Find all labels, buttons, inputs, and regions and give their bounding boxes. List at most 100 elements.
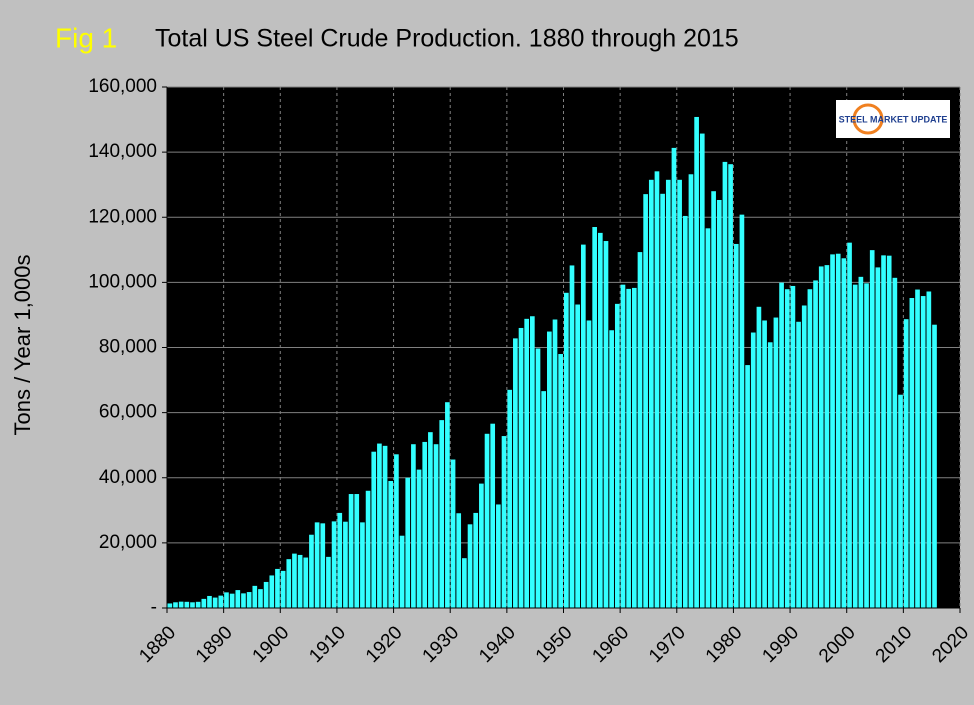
bar (246, 592, 252, 608)
bar (473, 512, 479, 608)
bar (269, 575, 275, 608)
bar (609, 330, 614, 608)
bar (847, 242, 852, 608)
bar (348, 494, 354, 608)
bar (841, 258, 847, 608)
bar (688, 174, 694, 608)
bar (433, 444, 439, 608)
bar (507, 389, 513, 608)
bar (394, 454, 399, 608)
bar (932, 324, 937, 608)
bar (813, 280, 818, 608)
bar (241, 593, 246, 608)
bar (513, 338, 518, 608)
bar (586, 320, 592, 608)
bar (903, 319, 909, 608)
logo-text: STEEL MARKET UPDATE (839, 114, 948, 124)
bar (467, 524, 473, 608)
bar (326, 556, 331, 608)
bar (314, 522, 320, 608)
bar (597, 232, 603, 608)
bar (456, 513, 462, 608)
bar (411, 444, 416, 608)
y-tick-label: 100,000 (88, 271, 157, 292)
bar (224, 592, 229, 608)
bar (229, 593, 235, 608)
bar (484, 433, 490, 608)
bar (558, 354, 563, 608)
bar (331, 521, 337, 608)
bar (614, 303, 620, 608)
bar (677, 179, 682, 608)
bar (665, 179, 671, 608)
bar (920, 296, 926, 608)
bar (750, 332, 756, 608)
bar (320, 523, 326, 608)
bar (654, 171, 660, 609)
bar (371, 451, 377, 608)
bar (671, 147, 677, 608)
bar (541, 391, 547, 608)
bar (501, 436, 507, 608)
bar (212, 597, 218, 608)
bar (830, 254, 835, 608)
bar (360, 522, 365, 608)
bar (796, 321, 801, 608)
bar (252, 585, 258, 608)
bar (909, 298, 915, 608)
bar (869, 250, 875, 608)
bar (699, 133, 705, 608)
bar (682, 215, 688, 608)
bar (518, 327, 524, 608)
bar (190, 602, 195, 608)
bar (711, 191, 716, 608)
bar (762, 320, 767, 608)
bar (626, 288, 631, 608)
bar (648, 179, 654, 608)
y-tick-label: 140,000 (88, 141, 157, 162)
y-tick-label: 120,000 (88, 206, 157, 227)
logo-swoosh (852, 103, 884, 135)
bar (258, 589, 263, 608)
bar (631, 287, 637, 608)
bar (580, 244, 586, 609)
bar (263, 581, 269, 608)
bar (818, 266, 824, 608)
bar (660, 193, 665, 608)
bar (705, 228, 711, 609)
chart-title: Total US Steel Crude Production. 1880 th… (155, 25, 739, 53)
bar (779, 282, 784, 608)
bar (422, 441, 428, 608)
bar (354, 494, 360, 608)
bar (773, 317, 779, 608)
bar (552, 319, 558, 608)
bar (530, 316, 535, 608)
bar (365, 490, 371, 608)
bar (167, 603, 173, 608)
bar (439, 420, 445, 608)
bar (784, 289, 790, 608)
y-tick-label: 40,000 (99, 467, 157, 488)
bar (722, 161, 728, 609)
bar (535, 348, 541, 608)
bar (716, 199, 722, 608)
bar (178, 601, 184, 608)
bar (733, 243, 739, 609)
bar (569, 265, 575, 608)
bar (915, 289, 920, 608)
bar (824, 265, 830, 608)
bar (564, 292, 569, 608)
bar (790, 285, 796, 608)
bar (807, 289, 813, 608)
bar (201, 598, 207, 608)
bar (892, 277, 898, 608)
bar (382, 445, 388, 608)
bar (592, 227, 597, 609)
bar (926, 291, 932, 608)
bar (603, 241, 609, 608)
y-axis-label: Tons / Year 1,000s (10, 254, 35, 435)
y-tick-label: - (151, 597, 157, 618)
bar (547, 331, 552, 608)
